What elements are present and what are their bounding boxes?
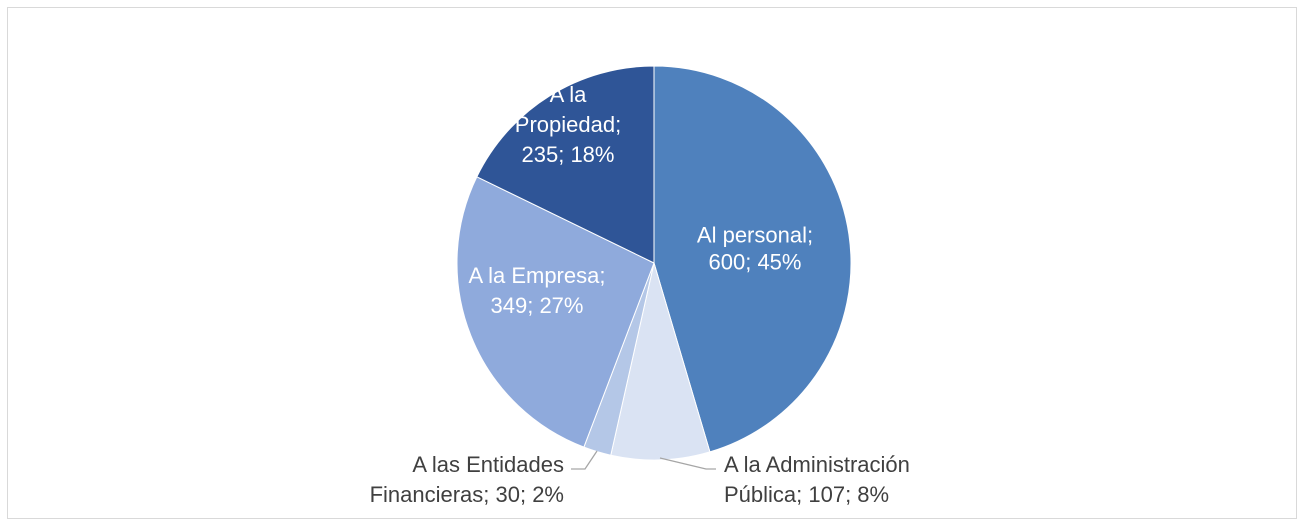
pie-slice-2 [610,261,711,461]
data-label-5: A la Propiedad; 235; 18% [515,82,621,167]
pie-slice-5 [476,65,655,264]
data-label-3: A las Entidades Financieras; 30; 2% [370,452,564,507]
pie-slice-1 [653,65,852,453]
data-label-1: Al personal; 600; 45% [697,223,813,275]
leader-line-2 [659,457,716,470]
data-label-4: A la Empresa; 349; 27% [469,263,606,318]
data-label-2: A la Administración Pública; 107; 8% [724,452,910,507]
leader-line-3 [571,450,598,470]
pie-slice-4 [456,176,655,448]
